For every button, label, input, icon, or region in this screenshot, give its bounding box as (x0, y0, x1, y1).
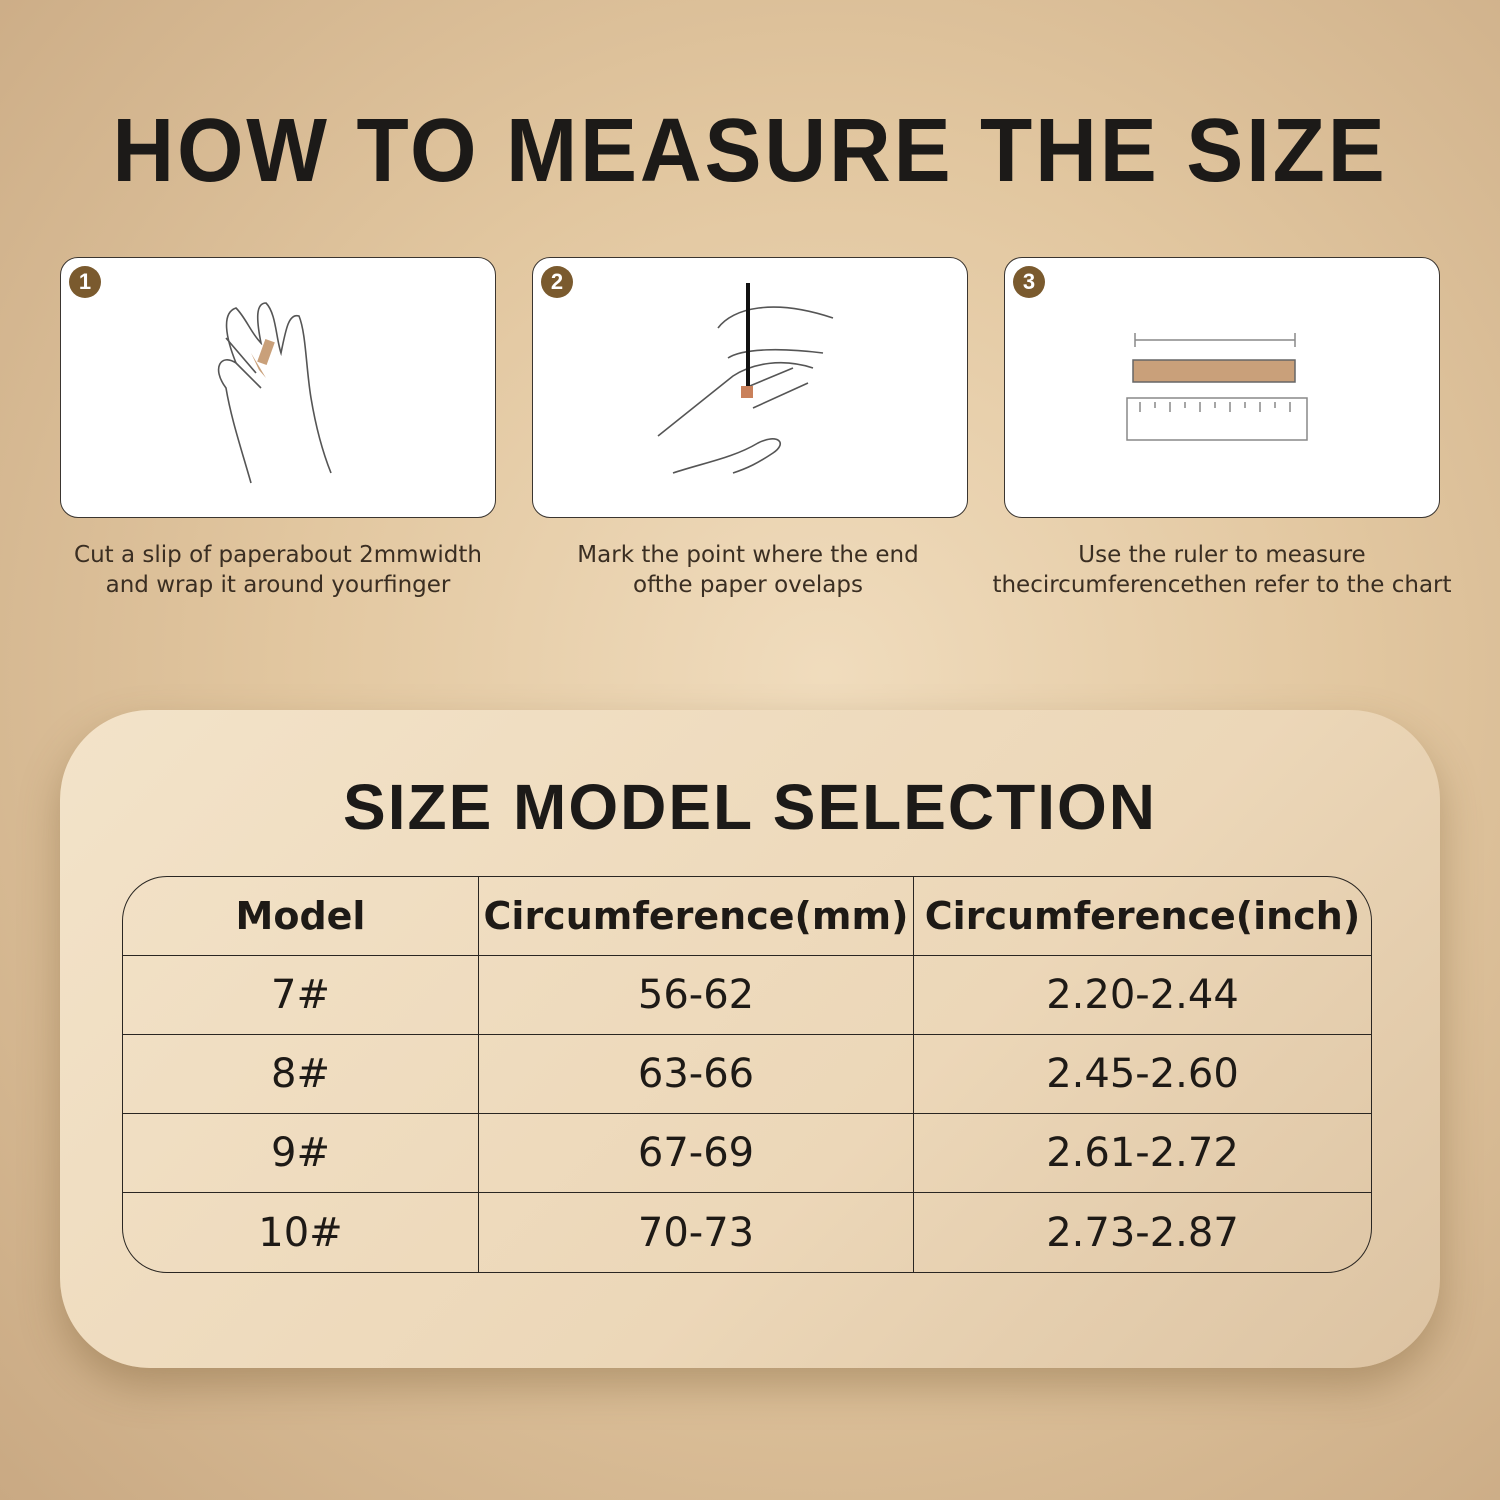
step-card-3: 3 (1004, 257, 1440, 518)
step-caption-3: Use the ruler to measure thecircumference… (992, 542, 1452, 598)
header-mm: Circumference(mm) (479, 877, 914, 956)
table-row: 9# 67-69 2.61-2.72 (123, 1114, 1371, 1193)
step-number-badge: 1 (69, 266, 101, 298)
cell-mm: 67-69 (479, 1114, 914, 1193)
cell-inch: 2.73-2.87 (1046, 1209, 1239, 1256)
cell-mm: 56-62 (479, 956, 914, 1035)
size-table: Model Circumference(mm) Circumference(in… (122, 876, 1372, 1273)
table-row: 8# 63-66 2.45-2.60 (123, 1035, 1371, 1114)
cell-mm: 70-73 (479, 1193, 914, 1272)
hand-wrap-illustration (217, 302, 332, 484)
cell-model: 8# (123, 1035, 479, 1114)
cell-inch: 2.20-2.44 (914, 956, 1371, 1035)
step-card-1: 1 (60, 257, 496, 518)
step-number-badge: 2 (541, 266, 573, 298)
table-header-row: Model Circumference(mm) Circumference(in… (123, 877, 1371, 956)
step-card-2: 2 (532, 257, 968, 518)
size-panel (60, 710, 1440, 1368)
cell-model: 7# (123, 956, 479, 1035)
step-number-badge: 3 (1013, 266, 1045, 298)
header-inch: Circumference(inch) (914, 877, 1371, 956)
cell-model: 10# (123, 1193, 479, 1272)
hand-marking-illustration (657, 283, 834, 474)
size-section-title: SIZE MODEL SELECTION (343, 771, 1157, 843)
step-caption-2: Mark the point where the end ofthe paper … (577, 542, 919, 598)
cell-model: 9# (123, 1114, 479, 1193)
cell-inch: 2.45-2.60 (914, 1035, 1371, 1114)
table-row: 7# 56-62 2.20-2.44 (123, 956, 1371, 1035)
step-caption-1: Cut a slip of paperabout 2mmwidth and wra… (74, 542, 482, 598)
cell-inch: 2.61-2.72 (914, 1114, 1371, 1193)
ruler-illustration (1126, 333, 1308, 441)
header-model: Model (123, 877, 479, 956)
cell-mm: 63-66 (479, 1035, 914, 1114)
table-row: 10# 70-73 2.73-2.87 (123, 1193, 1371, 1272)
page-title: HOW TO MEASURE THE SIZE (112, 101, 1388, 201)
